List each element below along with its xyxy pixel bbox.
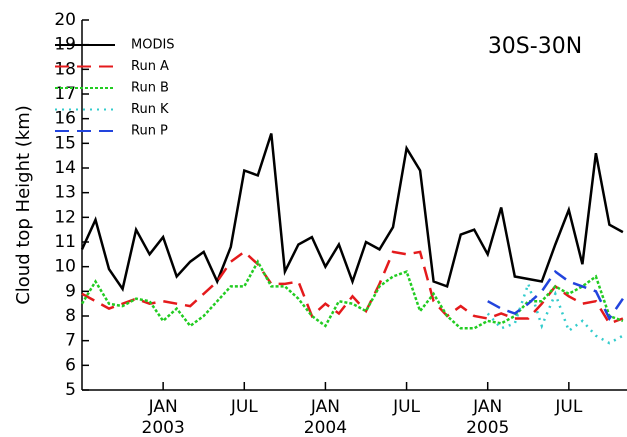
x-tick-label: JUL (554, 397, 582, 417)
legend-label: Run A (131, 59, 169, 74)
x-tick-label: JAN (472, 397, 502, 417)
year-label: 2003 (142, 418, 185, 437)
x-tick-label: JUL (392, 397, 420, 417)
y-tick-label: 8 (65, 306, 76, 326)
series-line (80, 133, 624, 292)
y-tick-label: 5 (65, 380, 76, 400)
y-tick-label: 16 (54, 109, 76, 129)
year-label: 2005 (466, 418, 509, 437)
legend-label: Run P (131, 124, 168, 139)
y-tick-label: 7 (65, 331, 76, 351)
y-tick-label: 11 (54, 232, 76, 252)
y-tick-label: 15 (54, 133, 76, 153)
x-tick-label: JAN (310, 397, 340, 417)
legend-label: Run K (131, 102, 169, 117)
series-line (80, 259, 624, 330)
series-line (486, 279, 624, 345)
y-tick-label: 6 (65, 355, 76, 375)
x-tick-label: JUL (230, 397, 258, 417)
year-label: 2004 (304, 418, 347, 437)
y-axis-label: Cloud top Height (km) (13, 105, 34, 305)
y-tick-label: 20 (54, 10, 76, 30)
series-line (487, 269, 624, 321)
legend-label: MODIS (131, 38, 175, 53)
y-tick-label: 10 (54, 257, 76, 277)
series-line (81, 250, 624, 325)
y-tick-label: 18 (54, 59, 76, 79)
chart-title: 30S-30N (488, 34, 582, 59)
x-tick-label: JAN (148, 397, 178, 417)
legend-label: Run B (131, 81, 169, 96)
y-tick-label: 9 (65, 281, 76, 301)
y-tick-label: 13 (54, 183, 76, 203)
y-tick-label: 14 (54, 158, 76, 178)
y-tick-label: 12 (54, 207, 76, 227)
